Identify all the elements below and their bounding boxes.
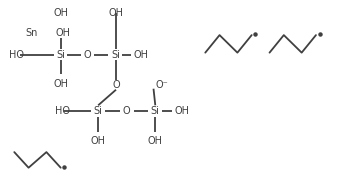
Text: OH: OH: [109, 8, 124, 18]
Text: Si: Si: [112, 50, 120, 60]
Text: Si: Si: [94, 106, 102, 116]
Text: OH: OH: [134, 50, 149, 60]
Text: Si: Si: [56, 50, 65, 60]
Text: O: O: [112, 80, 120, 90]
Text: O: O: [123, 106, 131, 116]
Text: OH: OH: [53, 8, 68, 18]
Text: OH: OH: [55, 28, 70, 38]
Text: HO: HO: [55, 106, 70, 116]
Text: OH: OH: [175, 106, 190, 116]
Text: OH: OH: [148, 136, 163, 146]
Text: HO: HO: [9, 50, 24, 60]
Text: OH: OH: [91, 136, 106, 146]
Text: Si: Si: [151, 106, 160, 116]
Text: Sn: Sn: [25, 28, 37, 38]
Text: O⁻: O⁻: [155, 80, 168, 90]
Text: O: O: [84, 50, 91, 60]
Text: OH: OH: [53, 79, 68, 89]
